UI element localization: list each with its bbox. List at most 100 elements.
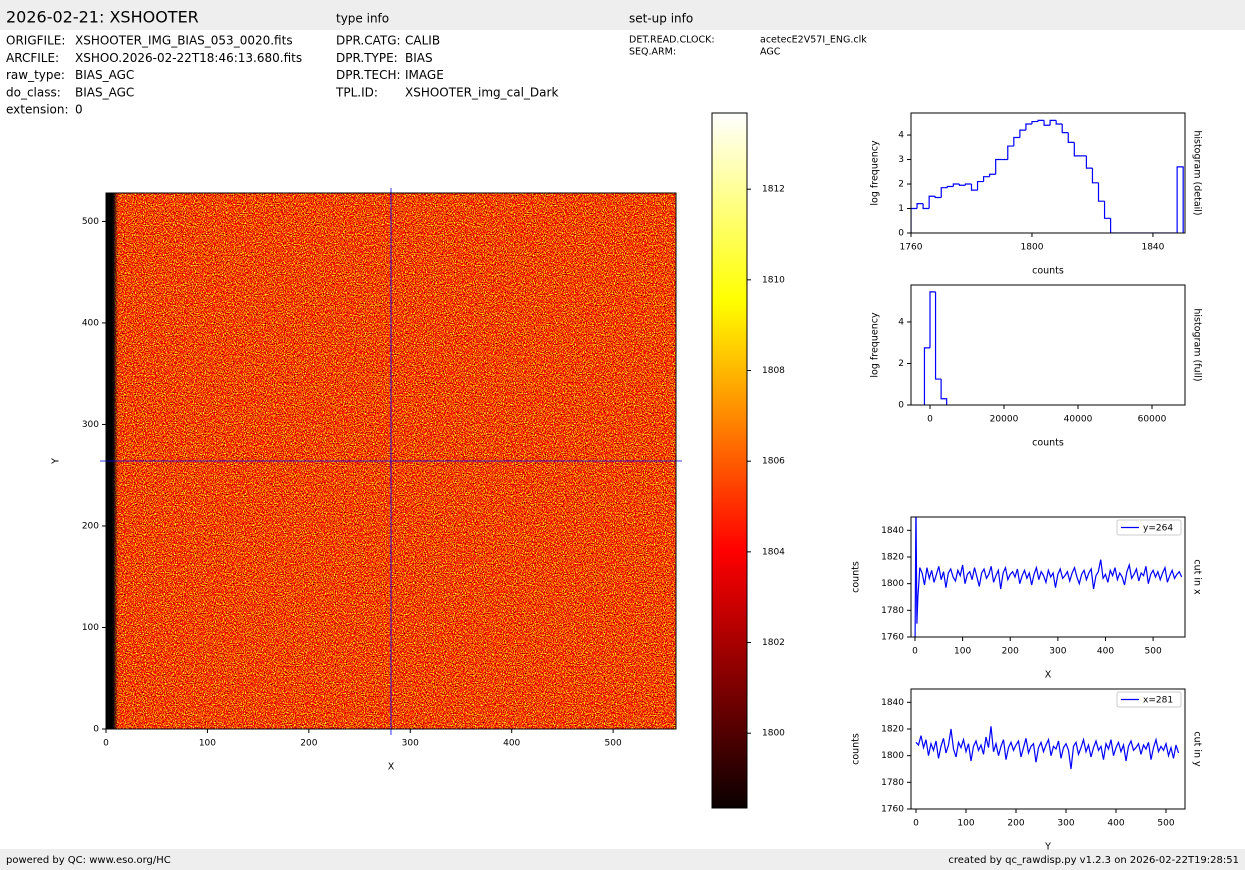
- histogram-bin: [1007, 145, 1014, 160]
- info-value: AGC: [760, 47, 781, 58]
- histogram-bin: [1073, 142, 1081, 157]
- info-value: CALIB: [405, 34, 440, 48]
- y-tick-label: 0: [898, 229, 904, 239]
- side-label: histogram (full): [1192, 308, 1203, 381]
- x-axis-label: counts: [1032, 266, 1064, 277]
- colorbar-tick-label: 1808: [762, 366, 785, 376]
- x-tick-label: 200: [300, 739, 317, 749]
- x-tick-label: 500: [1145, 647, 1162, 657]
- info-value: BIAS_AGC: [75, 85, 134, 99]
- y-tick-label: 200: [82, 521, 99, 531]
- y-tick-label: 0: [898, 401, 904, 411]
- histogram-bin: [929, 291, 936, 348]
- info-key: raw_type:: [6, 68, 65, 82]
- info-key: DPR.CATG:: [336, 34, 401, 48]
- x-tick-label: 300: [402, 739, 419, 749]
- x-tick-label: 200: [1007, 819, 1024, 829]
- legend-label: y=264: [1143, 524, 1173, 534]
- y-tick-label: 1: [898, 204, 904, 214]
- histogram-bin: [970, 184, 978, 191]
- y-tick-label: 300: [82, 420, 99, 430]
- histogram-bin: [940, 379, 948, 405]
- y-tick-label: 1780: [881, 606, 904, 616]
- histogram-bin: [934, 196, 942, 199]
- info-key: DPR.TECH:: [336, 68, 401, 82]
- x-tick-label: 300: [1057, 819, 1074, 829]
- info-value: acetecE2V57I_ENG.clk: [760, 35, 867, 46]
- legend-box: [1116, 691, 1182, 708]
- page-title: 2026-02-21: XSHOOTER: [6, 8, 199, 27]
- info-key: TPL.ID:: [335, 85, 378, 99]
- y-tick-label: 3: [898, 155, 904, 165]
- x-tick-label: 300: [1049, 647, 1066, 657]
- info-key: ARCFILE:: [6, 51, 59, 65]
- x-tick-label: 100: [957, 819, 974, 829]
- side-label: cut in y: [1192, 731, 1203, 767]
- y-tick-label: 2: [898, 180, 904, 190]
- histogram-bin: [1176, 166, 1184, 233]
- x-tick-label: 20000: [990, 415, 1019, 425]
- y-tick-label: 4: [898, 317, 904, 327]
- axes-frame: [910, 112, 1186, 234]
- x-axis-label: Y: [1044, 842, 1051, 853]
- footer-left: powered by QC: www.eso.org/HC: [6, 855, 171, 866]
- histogram-bin: [1085, 155, 1093, 169]
- x-tick-label: 400: [1097, 647, 1114, 657]
- histogram-bin: [958, 184, 966, 186]
- legend-box: [1116, 519, 1182, 536]
- histogram-bin: [940, 187, 948, 198]
- histogram-bin: [916, 203, 924, 209]
- info-value: IMAGE: [405, 68, 444, 82]
- histogram-bin: [1055, 120, 1063, 125]
- x-axis-label: X: [1045, 670, 1052, 681]
- histogram-bin: [1025, 123, 1032, 131]
- histogram-bin: [989, 173, 996, 177]
- colorbar-tick-label: 1804: [762, 547, 785, 557]
- y-tick-label: 1840: [881, 698, 904, 708]
- histogram-bin: [1097, 182, 1105, 202]
- cut-line: [915, 726, 1180, 770]
- info-key: DET.READ.CLOCK:: [629, 35, 715, 46]
- x-tick-label: 0: [927, 415, 933, 425]
- y-tick-label: 1820: [881, 725, 904, 735]
- y-tick-label: 500: [82, 217, 99, 227]
- histogram-bin: [952, 183, 960, 187]
- axes-frame: [910, 688, 1186, 810]
- setup-heading: set-up info: [629, 12, 693, 26]
- histogram-bin: [1019, 129, 1026, 138]
- histogram-bin: [1103, 201, 1111, 219]
- histogram-bin: [911, 207, 918, 233]
- type-heading: type info: [336, 12, 389, 26]
- x-axis-label: X: [388, 762, 395, 773]
- histogram-bin: [922, 203, 930, 210]
- colorbar-tick-label: 1810: [762, 275, 785, 285]
- y-tick-label: 100: [82, 623, 99, 633]
- x-tick-label: 400: [503, 739, 520, 749]
- info-value: BIAS_AGC: [75, 68, 134, 82]
- x-tick-label: 200: [1002, 647, 1019, 657]
- cut-line: [914, 517, 1183, 637]
- x-tick-label: 40000: [1064, 415, 1093, 425]
- x-tick-label: 100: [199, 739, 216, 749]
- x-tick-label: 60000: [1138, 415, 1167, 425]
- colorbar-tick-label: 1806: [762, 457, 785, 467]
- y-tick-label: 1820: [881, 553, 904, 563]
- y-tick-label: 400: [82, 318, 99, 328]
- footer-right: created by qc_rawdisp.py v1.2.3 on 2026-…: [948, 855, 1239, 866]
- histogram-bin: [1013, 136, 1020, 147]
- axes-frame: [910, 516, 1186, 638]
- info-value: XSHOO.2026-02-22T18:46:13.680.fits: [75, 51, 302, 65]
- info-key: DPR.TYPE:: [336, 51, 398, 65]
- info-key: extension:: [6, 103, 69, 117]
- x-tick-label: 1840: [1141, 243, 1164, 253]
- colorbar-tick-label: 1812: [762, 185, 785, 195]
- x-axis-label: counts: [1032, 438, 1064, 449]
- histogram-bin: [923, 347, 930, 405]
- info-value: XSHOOTER_IMG_BIAS_053_0020.fits: [75, 34, 293, 48]
- y-tick-label: 1780: [881, 778, 904, 788]
- y-axis-label: Y: [51, 458, 62, 465]
- x-tick-label: 400: [1107, 819, 1124, 829]
- y-tick-label: 1760: [881, 805, 904, 815]
